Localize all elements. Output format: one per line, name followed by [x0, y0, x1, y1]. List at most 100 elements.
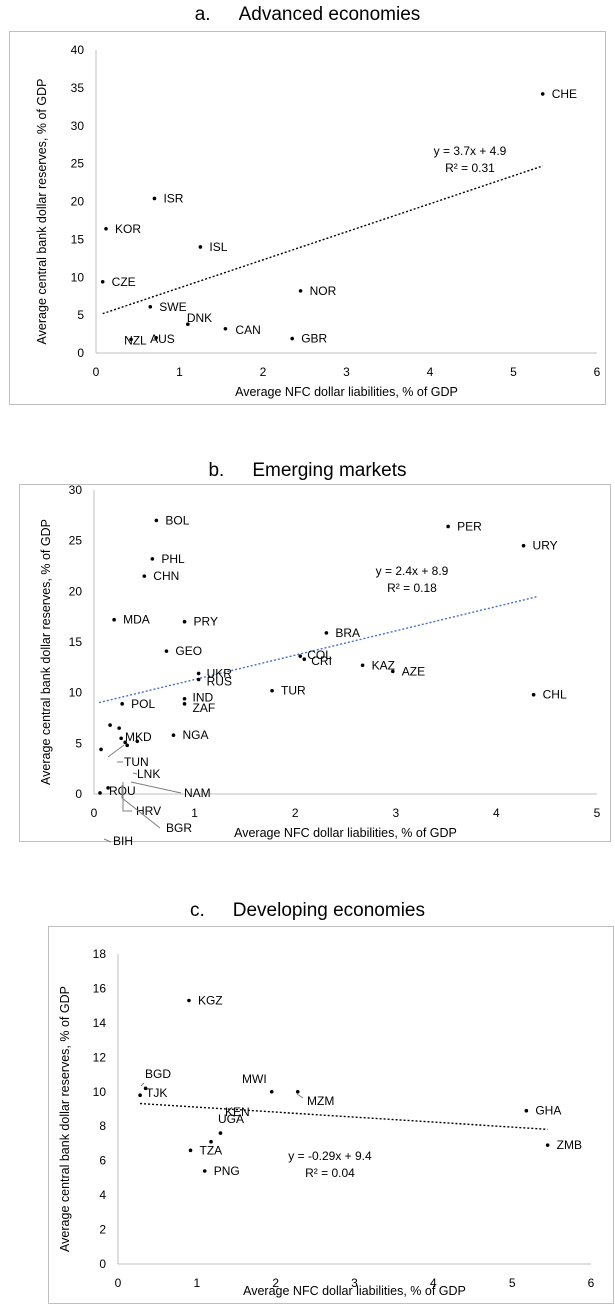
data-point: [524, 1108, 529, 1113]
data-point: [218, 1131, 223, 1135]
label-leader-line: [103, 838, 112, 843]
data-label: KGZ: [198, 994, 223, 1008]
panel-emerging-markets: b. Emerging markets 0 5 10 15 20 25 30 0 1 2 3 4 5 Ave…: [0, 460, 615, 850]
data-label: KOR: [115, 222, 141, 236]
data-label: AZE: [402, 664, 425, 678]
y-tick-label: 25: [69, 534, 83, 548]
data-label: CZE: [112, 275, 136, 289]
data-label: ISR: [163, 191, 183, 205]
data-label: GEO: [175, 644, 202, 658]
data-point: [295, 1089, 300, 1094]
scatter-chart: 0 5 10 15 20 25 30 0 1 2 3 4 5 Average NFC dollar lia…: [39, 483, 601, 848]
data-point: [209, 1139, 213, 1144]
data-point: [120, 702, 124, 706]
data-label: UKR: [207, 666, 233, 680]
data-label: PRY: [194, 615, 218, 629]
data-label: MZM: [307, 1094, 334, 1108]
data-label: TUN: [124, 755, 149, 769]
data-point: [269, 1089, 274, 1094]
data-label: TZA: [200, 1143, 223, 1157]
data-label: CHN: [153, 569, 179, 583]
data-point: [164, 649, 169, 653]
y-tick-label: 10: [71, 270, 85, 284]
data-point: [148, 304, 153, 309]
y-tick-label: 40: [71, 43, 85, 57]
data-label: UGA: [218, 1112, 244, 1126]
x-tick-label: 3: [392, 806, 399, 820]
data-point: [108, 723, 112, 727]
trendline-r-squared: R² = 0.18: [387, 581, 437, 595]
data-label: URY: [533, 539, 558, 553]
data-point: [187, 998, 191, 1003]
chart-title: a. Advanced economies: [0, 4, 615, 26]
y-tick-label: 12: [93, 1050, 107, 1064]
label-leader-line: [122, 782, 132, 812]
chart-title: c. Developing economies: [0, 900, 615, 922]
data-point: [152, 196, 157, 201]
data-label: RUS: [207, 674, 232, 688]
data-point: [186, 322, 190, 327]
y-tick-label: 10: [93, 1085, 107, 1099]
y-tick-label: 15: [69, 635, 83, 649]
chart-title: b. Emerging markets: [0, 460, 615, 482]
data-point: [154, 336, 158, 340]
data-label: BRA: [335, 626, 360, 640]
data-point: [390, 669, 395, 674]
label-leader-line: [107, 744, 125, 758]
y-tick-label: 25: [71, 157, 85, 171]
data-label: BOL: [165, 513, 189, 527]
x-axis-label: Average NFC dollar liabilities, % of GDP: [234, 826, 457, 840]
y-tick-label: 30: [69, 483, 83, 497]
data-label: MWI: [242, 1072, 267, 1086]
y-tick-label: 0: [99, 1257, 106, 1271]
data-label: LNK: [137, 767, 160, 781]
x-tick-label: 4: [430, 1276, 437, 1290]
chart-frame: [19, 484, 611, 842]
data-point: [545, 1143, 550, 1147]
trendline: [98, 596, 537, 704]
x-tick-label: 3: [351, 1276, 358, 1290]
y-axis-label: Average central bank dollar reserves, % …: [35, 79, 49, 345]
data-label: PHL: [161, 552, 185, 566]
data-point: [135, 739, 140, 744]
y-tick-label: 10: [69, 686, 83, 700]
label-leader-line: [296, 1093, 304, 1099]
data-label: NZL: [124, 333, 147, 347]
x-tick-label: 6: [588, 1276, 595, 1290]
data-label: MKD: [125, 730, 152, 744]
y-tick-label: 20: [69, 584, 83, 598]
data-point: [123, 740, 127, 745]
data-point: [138, 1093, 142, 1098]
data-point: [360, 663, 365, 668]
data-point: [196, 677, 201, 682]
data-point: [182, 702, 187, 706]
data-label: KEN: [225, 1105, 250, 1119]
data-label: PNG: [214, 1164, 240, 1178]
panel-letter: b.: [208, 460, 225, 481]
data-label: ZAF: [193, 701, 216, 715]
x-tick-label: 2: [272, 1276, 279, 1290]
panel-letter: a.: [194, 4, 211, 25]
data-label: TUR: [281, 684, 306, 698]
x-tick-label: 6: [594, 365, 601, 379]
data-point: [112, 617, 116, 622]
panel-letter: c.: [189, 900, 205, 921]
data-point: [154, 518, 159, 523]
x-axis-label: Average NFC dollar liabilities, % of GDP: [243, 1284, 466, 1298]
x-tick-label: 0: [115, 1276, 122, 1290]
panel-title-text: Developing economies: [232, 900, 425, 921]
data-point: [100, 279, 105, 284]
data-label: AUS: [150, 332, 175, 346]
data-point: [104, 226, 108, 231]
data-point: [198, 245, 203, 249]
data-point: [290, 336, 295, 341]
data-point: [98, 791, 102, 795]
trendline-equation: y = -0.29x + 9.4: [288, 1149, 372, 1163]
y-tick-label: 20: [71, 195, 85, 209]
data-point: [202, 1169, 207, 1173]
data-label: GHA: [535, 1104, 561, 1118]
y-tick-label: 5: [75, 736, 82, 750]
data-label: CHE: [552, 87, 577, 101]
x-tick-label: 5: [594, 806, 601, 820]
data-point: [129, 337, 133, 342]
